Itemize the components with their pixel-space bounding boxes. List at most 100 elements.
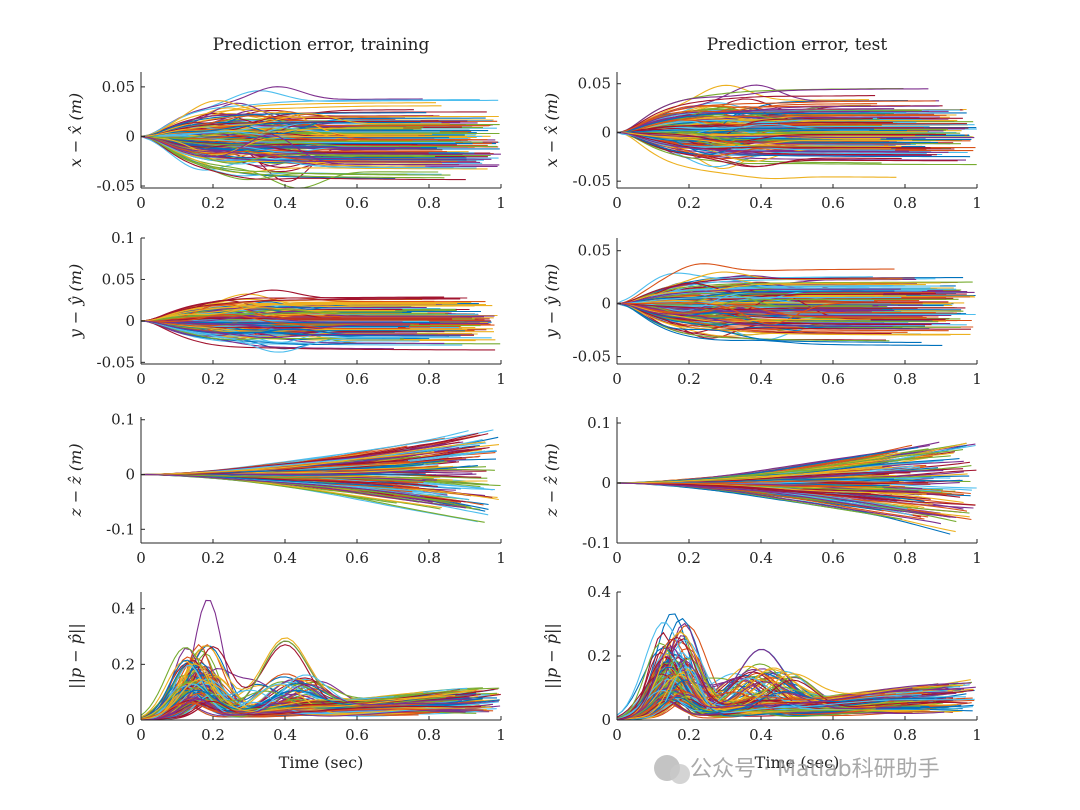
series-line bbox=[617, 100, 936, 133]
series-line bbox=[617, 114, 947, 133]
x-tick-label: 0 bbox=[612, 370, 622, 388]
y-tick-label: 0.1 bbox=[111, 411, 135, 429]
series-line bbox=[617, 691, 876, 720]
series-line bbox=[141, 441, 486, 476]
series-line bbox=[141, 683, 476, 720]
series-line bbox=[617, 131, 897, 180]
series-line bbox=[617, 666, 975, 720]
x-tick-label: 0.2 bbox=[201, 370, 225, 388]
series-line bbox=[617, 288, 901, 305]
y-tick-label: -0.1 bbox=[582, 534, 611, 552]
y-tick-label: 0 bbox=[601, 295, 611, 313]
series-line bbox=[617, 112, 967, 133]
series-line bbox=[617, 480, 914, 484]
series-line bbox=[141, 700, 482, 720]
series-line bbox=[141, 473, 412, 482]
series-line bbox=[141, 460, 410, 476]
series-line bbox=[617, 695, 907, 720]
series-line bbox=[617, 131, 966, 161]
series-line bbox=[141, 307, 396, 322]
x-axis-label: Time (sec) bbox=[279, 753, 364, 772]
series-line bbox=[617, 131, 958, 168]
series-line bbox=[617, 131, 902, 149]
series-line bbox=[617, 303, 882, 313]
series-line bbox=[617, 125, 930, 140]
series-line bbox=[617, 131, 949, 153]
x-tick-label: 0.8 bbox=[893, 549, 917, 567]
series-line bbox=[617, 295, 875, 305]
x-tick-label: 0.4 bbox=[749, 370, 773, 388]
x-tick-label: 0.4 bbox=[749, 194, 773, 212]
x-tick-label: 1 bbox=[496, 370, 506, 388]
series-line bbox=[141, 678, 456, 720]
series-line bbox=[617, 303, 922, 343]
series-line bbox=[141, 473, 425, 498]
series-line bbox=[617, 482, 951, 518]
series-line bbox=[141, 135, 488, 174]
series-line bbox=[141, 298, 461, 322]
series-line bbox=[141, 135, 466, 181]
series-line bbox=[617, 482, 931, 500]
series-line bbox=[141, 698, 484, 720]
y-tick-label: 0 bbox=[125, 711, 135, 729]
series-line bbox=[617, 123, 967, 133]
series-line bbox=[141, 320, 481, 329]
y-tick-label: -0.1 bbox=[106, 520, 135, 538]
y-tick-label: 0 bbox=[125, 312, 135, 330]
series-line bbox=[617, 303, 908, 333]
x-tick-label: 0.4 bbox=[273, 726, 297, 744]
series-line bbox=[141, 689, 394, 720]
series-line bbox=[141, 664, 394, 720]
series-line bbox=[617, 290, 895, 305]
y-tick-label: -0.05 bbox=[97, 177, 135, 195]
x-tick-label: 1 bbox=[496, 726, 506, 744]
series-line bbox=[141, 135, 458, 162]
x-tick-label: 0.2 bbox=[201, 549, 225, 567]
series-line bbox=[617, 119, 974, 133]
series-line bbox=[141, 691, 473, 720]
x-tick-label: 0.8 bbox=[893, 370, 917, 388]
series-line bbox=[617, 128, 948, 145]
series-line bbox=[141, 135, 445, 179]
x-tick-label: 0.4 bbox=[273, 370, 297, 388]
x-tick-label: 0.2 bbox=[677, 194, 701, 212]
subplot-py-train: 0 0.2 0.4 0.6 0.8 10.10.050-0.05y − ŷ (m) bbox=[66, 229, 506, 388]
series-line bbox=[141, 115, 499, 137]
y-tick-label: 0 bbox=[125, 466, 135, 484]
series-line bbox=[617, 293, 947, 305]
series-line bbox=[617, 131, 977, 166]
series-line bbox=[617, 84, 870, 133]
y-axis-label: x − x̂ (m) bbox=[66, 93, 85, 167]
series-line bbox=[141, 113, 450, 137]
series-line bbox=[617, 121, 893, 133]
series-line bbox=[141, 320, 474, 339]
series-line bbox=[617, 674, 930, 720]
series-line bbox=[617, 303, 971, 331]
y-tick-label: 0.4 bbox=[111, 600, 135, 618]
series-group bbox=[141, 599, 501, 720]
series-line bbox=[141, 315, 472, 322]
series-line bbox=[141, 121, 421, 137]
series-line bbox=[617, 119, 883, 133]
series-line bbox=[617, 110, 870, 133]
y-axis-label: z − ẑ (m) bbox=[66, 443, 85, 517]
series-line bbox=[617, 103, 878, 133]
series-line bbox=[617, 88, 929, 133]
x-tick-label: 0.2 bbox=[677, 726, 701, 744]
series-line bbox=[617, 303, 890, 342]
series-line bbox=[617, 303, 893, 327]
subplot-pn-test: 0 0.2 0.4 0.6 0.8 1 0.4 0.2 0 ||p − p̂|| Time (sec… bbox=[542, 583, 982, 772]
series-line bbox=[141, 320, 496, 351]
x-tick-label: 0.2 bbox=[201, 194, 225, 212]
series-line bbox=[617, 296, 902, 305]
series-line bbox=[141, 105, 442, 137]
y-tick-label: 0.1 bbox=[587, 414, 611, 432]
x-tick-label: 0.2 bbox=[201, 726, 225, 744]
y-axis-label: y − ŷ (m) bbox=[66, 264, 85, 339]
series-line bbox=[141, 126, 440, 137]
y-axis-label: ||p − p̂|| bbox=[542, 623, 561, 689]
series-line bbox=[617, 679, 968, 720]
